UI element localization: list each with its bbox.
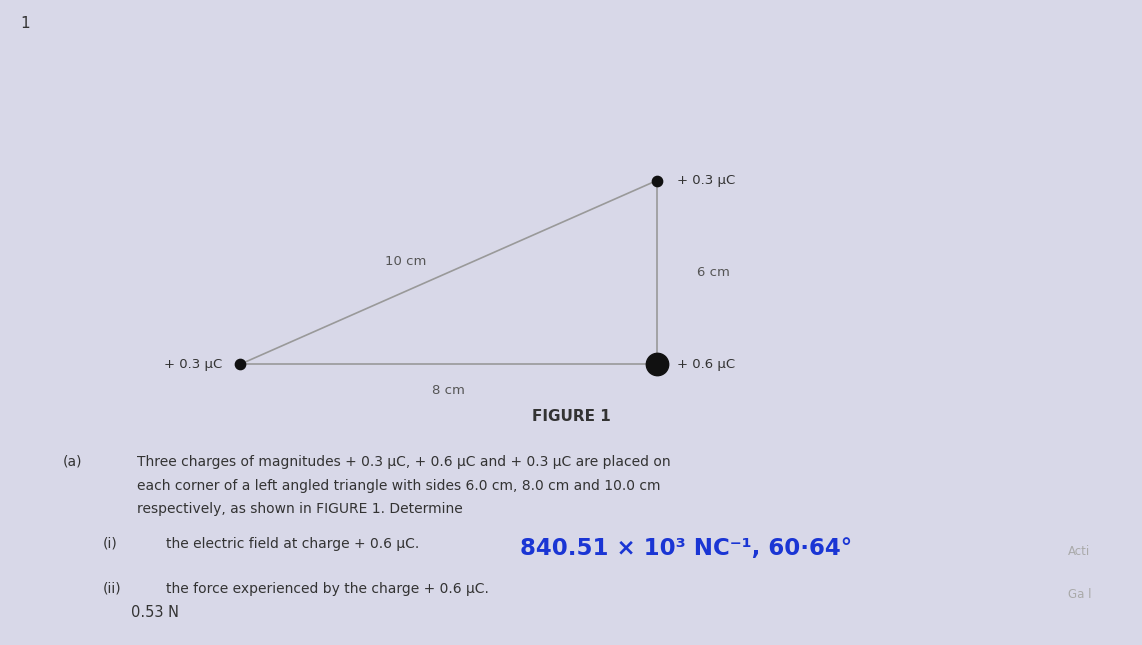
- Text: 840.51 × 10³ NC⁻¹, 60·64°: 840.51 × 10³ NC⁻¹, 60·64°: [520, 537, 852, 560]
- Text: + 0.3 μC: + 0.3 μC: [164, 358, 223, 371]
- Text: 0.53 N: 0.53 N: [131, 606, 179, 620]
- Text: (i): (i): [103, 537, 118, 551]
- Point: [648, 359, 666, 370]
- Text: (a): (a): [63, 455, 82, 469]
- Text: respectively, as shown in FIGURE 1. Determine: respectively, as shown in FIGURE 1. Dete…: [137, 502, 463, 517]
- Text: 8 cm: 8 cm: [433, 384, 465, 397]
- Text: the electric field at charge + 0.6 μC.: the electric field at charge + 0.6 μC.: [166, 537, 419, 551]
- Text: Acti: Acti: [1068, 545, 1089, 558]
- Text: FIGURE 1: FIGURE 1: [532, 408, 610, 424]
- Text: the force experienced by the charge + 0.6 μC.: the force experienced by the charge + 0.…: [166, 582, 489, 596]
- Text: 6 cm: 6 cm: [698, 266, 730, 279]
- Text: Three charges of magnitudes + 0.3 μC, + 0.6 μC and + 0.3 μC are placed on: Three charges of magnitudes + 0.3 μC, + …: [137, 455, 670, 469]
- Text: + 0.3 μC: + 0.3 μC: [677, 174, 735, 187]
- Text: 10 cm: 10 cm: [385, 255, 426, 268]
- Point: [648, 175, 666, 186]
- Point: [231, 359, 249, 370]
- Text: Ga l: Ga l: [1068, 588, 1092, 601]
- Text: + 0.6 μC: + 0.6 μC: [677, 358, 735, 371]
- Text: 1: 1: [21, 16, 30, 31]
- Text: each corner of a left angled triangle with sides 6.0 cm, 8.0 cm and 10.0 cm: each corner of a left angled triangle wi…: [137, 479, 660, 493]
- Text: (ii): (ii): [103, 582, 121, 596]
